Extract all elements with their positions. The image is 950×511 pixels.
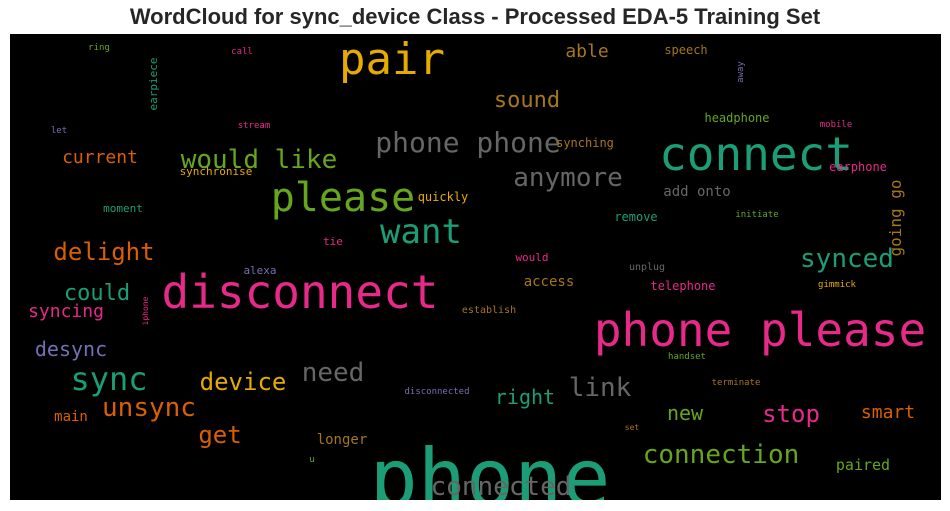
wordcloud-svg: phone phone please disconnect connect pair pl… (28, 34, 926, 500)
word-disconnected: disconnected (404, 387, 469, 397)
word-telephone: telephone (650, 279, 715, 293)
word-anymore: anymore (513, 163, 623, 193)
word-going-go: going go (886, 179, 905, 256)
word-main: main (54, 409, 88, 425)
word-phone-please: phone please (594, 303, 926, 357)
word-ring: ring (88, 43, 110, 53)
word-right: right (495, 385, 555, 409)
word-new: new (667, 401, 704, 425)
word-sync: sync (70, 360, 147, 398)
wordcloud-canvas: phone phone please disconnect connect pair pl… (10, 34, 941, 500)
word-mobile: mobile (820, 120, 853, 130)
word-want: want (380, 212, 462, 252)
word-add-onto: add onto (663, 184, 730, 200)
word-gimmick: gimmick (818, 280, 857, 290)
word-able: able (565, 41, 608, 62)
word-current: current (62, 147, 138, 168)
word-quickly: quickly (418, 190, 469, 204)
word-remove: remove (614, 210, 657, 224)
word-link: link (569, 373, 632, 403)
word-device: device (200, 368, 287, 396)
word-call: call (231, 47, 253, 57)
word-disconnect: disconnect (162, 265, 439, 319)
word-establish: establish (462, 305, 516, 316)
word-alexa: alexa (243, 264, 276, 277)
word-delight: delight (53, 238, 154, 266)
word-access: access (524, 274, 575, 290)
word-could: could (64, 281, 130, 306)
word-sound: sound (494, 88, 560, 113)
word-initiate: initiate (735, 210, 778, 220)
word-stop: stop (762, 400, 820, 428)
word-set: set (625, 423, 640, 432)
word-unsync: unsync (102, 393, 196, 423)
word-phone-phone: phone phone (375, 126, 560, 159)
word-synching: synching (556, 136, 614, 150)
word-stream: stream (238, 121, 271, 131)
word-get: get (198, 421, 241, 449)
word-away: away (736, 61, 746, 83)
word-headphone: headphone (704, 111, 769, 125)
word-would-like: would like (181, 145, 338, 175)
word-synchronise: synchronise (180, 165, 253, 178)
word-paired: paired (836, 456, 890, 474)
word-connection: connection (643, 440, 800, 470)
word-please: please (271, 175, 416, 221)
word-need: need (302, 358, 365, 388)
word-earpiece: earpiece (147, 58, 160, 111)
word-speech: speech (664, 43, 707, 57)
word-smart: smart (861, 402, 915, 423)
word-would: would (515, 251, 548, 264)
chart-title: WordCloud for sync_device Class - Proces… (129, 4, 821, 29)
word-iphone: iphone (141, 296, 150, 325)
word-syncing: syncing (28, 301, 104, 322)
word-phone: phone (370, 432, 611, 500)
word-connected: connected (431, 472, 572, 500)
word-u: u (309, 455, 314, 465)
word-earphone: earphone (829, 160, 887, 174)
word-synced: synced (800, 244, 894, 274)
word-tie: tie (323, 235, 343, 248)
word-connect: connect (659, 127, 853, 181)
word-desync: desync (35, 337, 107, 361)
word-let: let (51, 126, 67, 136)
word-terminate: terminate (712, 378, 761, 388)
word-handset: handset (668, 352, 706, 362)
word-unplug: unplug (629, 262, 665, 273)
word-longer: longer (317, 432, 368, 448)
word-moment: moment (103, 202, 143, 215)
word-pair: pair (339, 34, 445, 85)
